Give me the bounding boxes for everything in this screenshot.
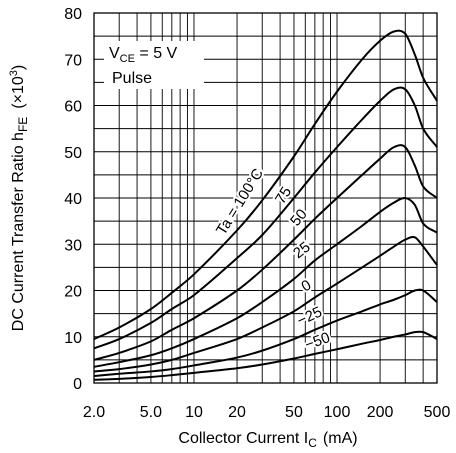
y-tick-label: 70 [64,52,82,69]
y-axis-label: DC Current Transfer Ratio hFE(×103) [8,65,30,331]
series-curve [93,196,438,368]
y-tick-label: 10 [64,330,82,347]
series-curve [93,144,438,361]
conditions-background [104,41,204,89]
series-curve [93,288,438,378]
plot-frame [93,12,438,384]
series-curve [93,235,438,373]
condition-pulse: Pulse [112,70,152,87]
y-axis-ticks: 0 10 20 30 40 50 60 70 80 [64,6,82,393]
y-tick-label: 50 [64,145,82,162]
curve-label-group: 75 [270,182,297,209]
x-tick-label: 200 [367,404,394,421]
y-tick-label: 20 [64,284,82,301]
series-curve [93,29,438,340]
y-tick-label: 30 [64,237,82,254]
series-curve [93,330,438,381]
y-tick-label: 0 [73,376,82,393]
x-axis-ticks: 2.0 5.0 10 20 50 100 200 500 [83,404,451,421]
y-tick-label: 80 [64,6,82,23]
x-tick-label: 5.0 [140,404,162,421]
x-tick-label: 100 [324,404,351,421]
x-axis-label: Collector Current IC (mA) [178,430,357,450]
x-tick-label: 10 [185,404,203,421]
y-tick-label: 40 [64,191,82,208]
y-tick-label: 60 [64,99,82,116]
x-tick-label: 20 [228,404,246,421]
x-tick-label: 500 [424,404,451,421]
curve-label: 0 [299,277,315,296]
curve-label-group: 0 [297,275,317,298]
x-tick-label: 50 [285,404,303,421]
condition-vce: VCE = 5 V [109,45,178,65]
curve-label: 75 [272,184,295,207]
conditions-box: VCE = 5 V Pulse [104,41,204,89]
series-curve [93,86,438,350]
x-tick-label: 2.0 [83,404,105,421]
curves [93,29,438,381]
